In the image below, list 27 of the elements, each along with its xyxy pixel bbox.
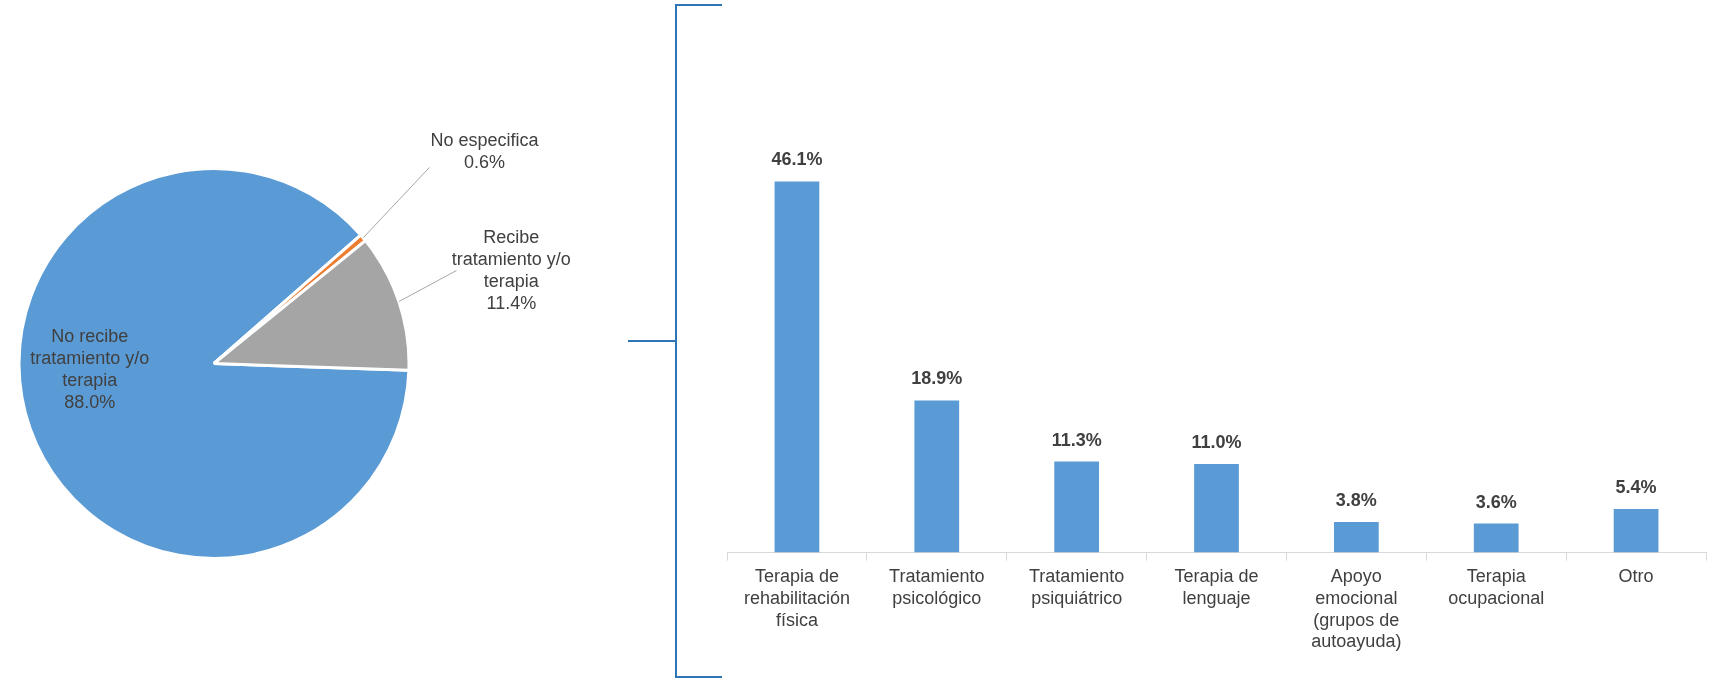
bar xyxy=(774,181,820,553)
x-tick-label: Apoyo emocional (grupos de autoayuda) xyxy=(1311,566,1402,652)
bar xyxy=(1194,464,1239,553)
slice-label: Recibe tratamiento y/o terapia xyxy=(451,226,571,291)
data-label: 3.6% xyxy=(1475,491,1517,512)
x-tick-label: Terapia ocupacional xyxy=(1448,566,1545,608)
x-tick-label: Tratamiento psicológico xyxy=(889,566,985,608)
bar xyxy=(1333,522,1379,553)
data-label: 5.4% xyxy=(1615,477,1657,498)
data-label: 18.9% xyxy=(911,368,963,389)
slice-label: No recibe tratamiento y/o terapia xyxy=(30,326,150,391)
bar xyxy=(914,400,960,553)
data-label: 0.6% xyxy=(464,152,506,173)
x-tick-label: Tratamiento psiquiátrico xyxy=(1028,566,1125,608)
data-label: 11.3% xyxy=(1051,429,1102,450)
x-tick-label: Otro xyxy=(1618,566,1654,587)
data-label: 3.8% xyxy=(1335,489,1377,510)
bar xyxy=(1613,509,1659,553)
bar xyxy=(1473,523,1519,553)
data-label: 88.0% xyxy=(64,392,116,413)
x-tick-label: Terapia de rehabilitación física xyxy=(743,566,850,630)
slice-label: No especifica xyxy=(430,130,540,151)
x-tick-label: Terapia de lenguaje xyxy=(1174,566,1259,608)
bar xyxy=(1054,461,1100,553)
data-label: 11.0% xyxy=(1191,432,1242,452)
data-label: 46.1% xyxy=(771,149,823,170)
data-label: 11.4% xyxy=(486,292,537,313)
